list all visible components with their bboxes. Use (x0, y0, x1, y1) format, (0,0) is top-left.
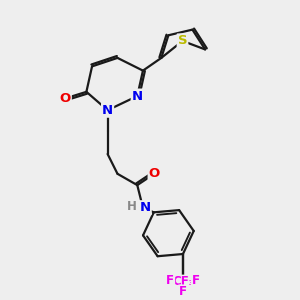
Text: F: F (179, 285, 187, 298)
Text: F: F (192, 274, 200, 286)
Text: O: O (148, 167, 160, 180)
Text: N: N (140, 201, 151, 214)
Text: O: O (60, 92, 71, 105)
Text: F: F (166, 274, 174, 286)
Text: N: N (132, 90, 143, 103)
Text: H: H (127, 200, 137, 213)
Text: CF₃: CF₃ (172, 275, 194, 288)
Text: S: S (178, 34, 187, 47)
Text: N: N (102, 104, 113, 117)
